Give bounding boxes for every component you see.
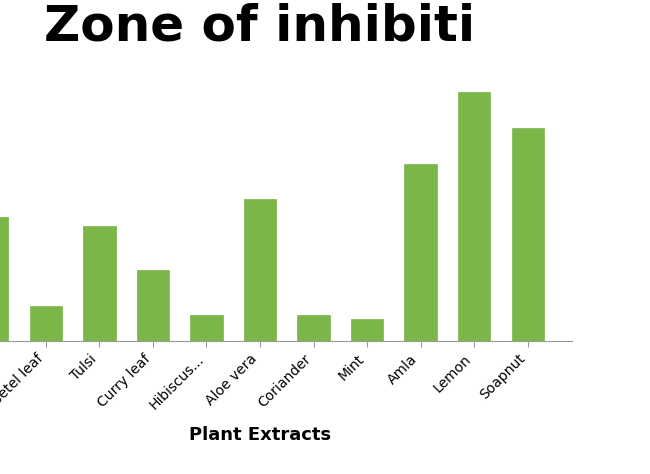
Bar <box>137 270 169 341</box>
Title: Zone of inhibiti: Zone of inhibiti <box>44 2 476 50</box>
Bar <box>458 92 490 341</box>
Bar <box>30 306 62 341</box>
Bar <box>244 199 276 341</box>
Bar <box>298 315 330 341</box>
X-axis label: Plant Extracts: Plant Extracts <box>189 426 331 444</box>
Bar <box>512 128 543 341</box>
Bar <box>0 217 8 341</box>
Bar <box>351 319 383 341</box>
Bar <box>404 164 437 341</box>
Bar <box>83 226 116 341</box>
Bar <box>190 315 222 341</box>
